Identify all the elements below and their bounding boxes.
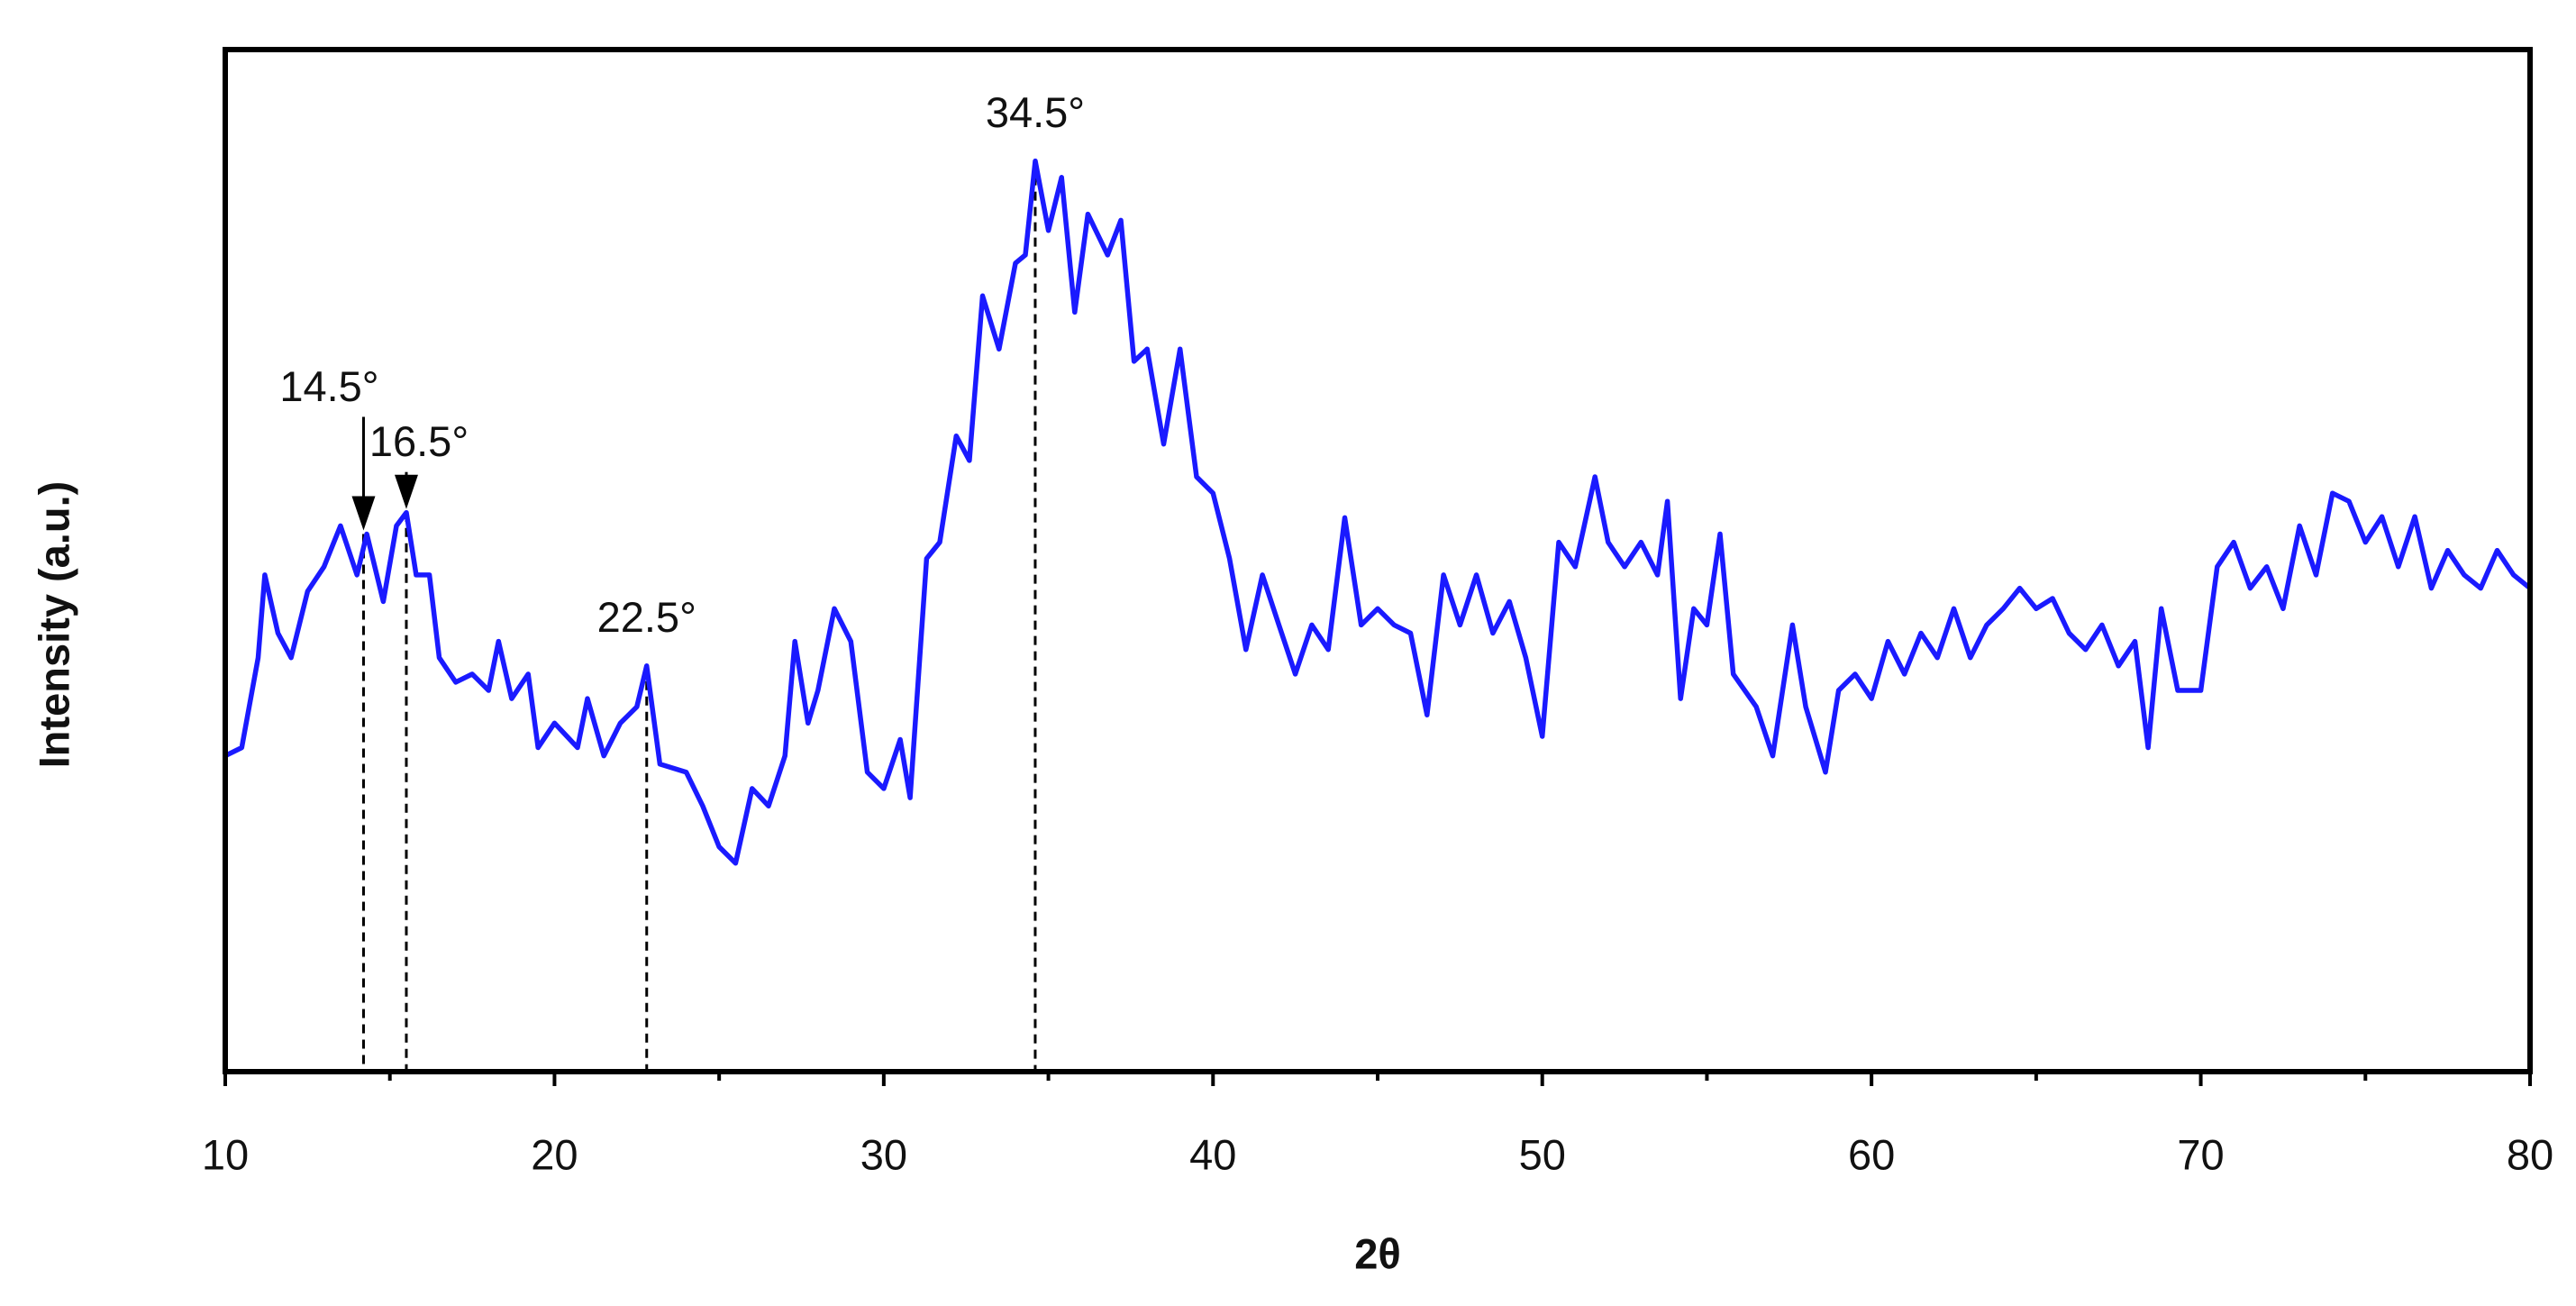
arrow-head [351, 496, 376, 531]
y-axis-label: Intensity (a.u.) [30, 481, 77, 769]
peak-label: 34.5° [986, 88, 1085, 136]
x-tick-label: 80 [2507, 1130, 2553, 1178]
peak-label: 14.5° [279, 362, 378, 410]
peak-label: 22.5° [597, 593, 696, 641]
x-tick-label: 50 [1519, 1130, 1566, 1178]
x-tick-label: 40 [1189, 1130, 1236, 1178]
x-axis-label: 2θ [1354, 1229, 1401, 1277]
peak-label: 16.5° [369, 417, 469, 465]
plot-frame [223, 47, 2533, 1074]
x-tick-label: 10 [202, 1130, 249, 1178]
x-tick-label: 60 [1848, 1130, 1895, 1178]
x-tick-label: 70 [2177, 1130, 2224, 1178]
x-tick-label: 20 [531, 1130, 578, 1178]
data-line [223, 158, 2532, 866]
x-tick-label: 30 [860, 1130, 907, 1178]
arrow-head [394, 474, 418, 509]
